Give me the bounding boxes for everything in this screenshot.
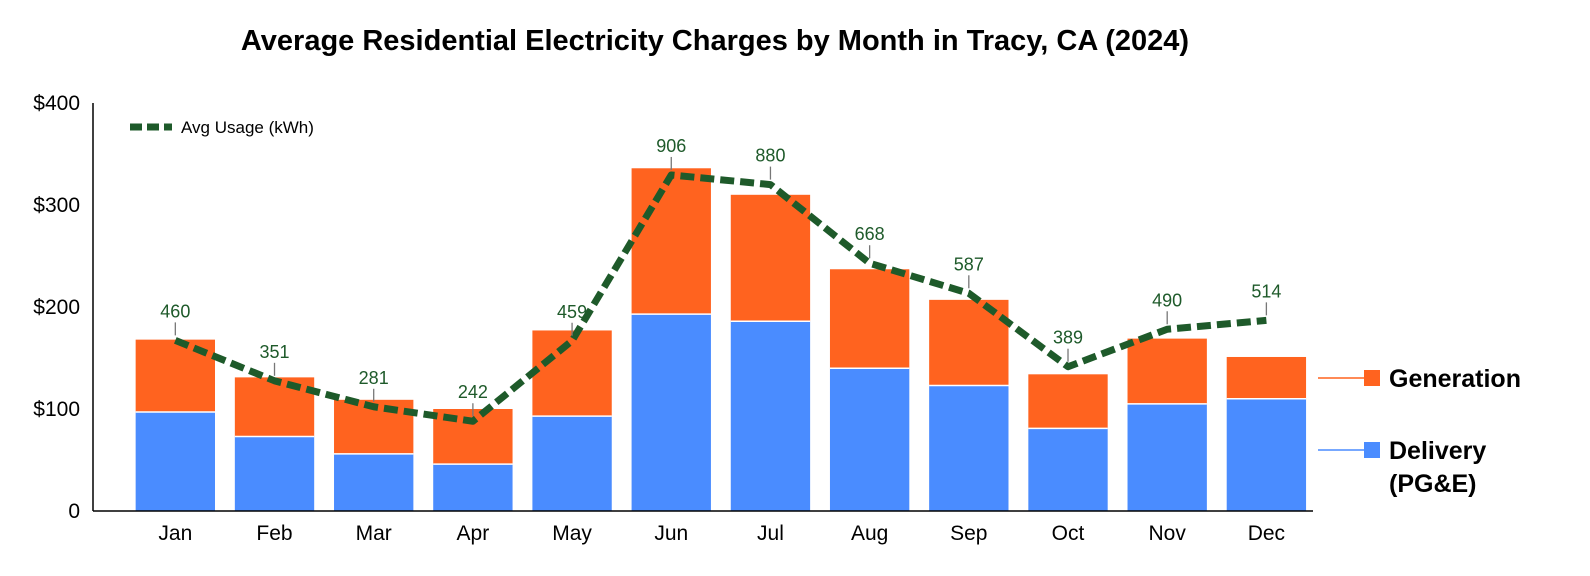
usage-data-label: 351 xyxy=(259,342,289,362)
usage-data-label: 906 xyxy=(656,136,686,156)
x-tick-label: Jul xyxy=(757,522,784,545)
x-tick-label: Feb xyxy=(256,522,292,545)
x-tick-label: Mar xyxy=(356,522,392,545)
bar-delivery xyxy=(929,385,1009,511)
bar-generation xyxy=(929,299,1009,386)
y-axis-ticks: 0 $100 $200 $300 $400 xyxy=(33,92,80,523)
usage-data-label: 587 xyxy=(954,254,984,274)
legend-series: Generation Delivery (PG&E) xyxy=(1318,365,1521,498)
x-tick-label: May xyxy=(552,522,592,545)
bar-delivery xyxy=(829,368,910,511)
chart-title: Average Residential Electricity Charges … xyxy=(241,25,1189,57)
bar-generation xyxy=(1127,338,1207,404)
bar-delivery xyxy=(135,412,215,511)
legend-usage: Avg Usage (kWh) xyxy=(130,118,314,137)
usage-data-label: 668 xyxy=(855,224,885,244)
legend-label-line: Generation xyxy=(1389,365,1521,393)
y-tick-label: $300 xyxy=(33,194,80,217)
bar-generation xyxy=(631,168,711,315)
bar-generation xyxy=(829,269,910,369)
legend-series-label: Delivery (PG&E) xyxy=(1389,437,1486,498)
x-tick-label: Apr xyxy=(457,522,490,545)
usage-data-label: 880 xyxy=(755,146,785,166)
usage-data-label: 459 xyxy=(557,302,587,322)
usage-data-label: 389 xyxy=(1053,328,1083,348)
usage-data-label: 281 xyxy=(359,368,389,388)
x-tick-label: Oct xyxy=(1052,522,1085,545)
bar-generation xyxy=(1226,356,1307,399)
bar-generation xyxy=(1028,374,1108,429)
bar-generation xyxy=(234,377,315,437)
usage-line xyxy=(174,171,1267,425)
usage-data-label: 460 xyxy=(160,301,190,321)
bar-generation xyxy=(532,330,612,417)
x-tick-label: Dec xyxy=(1248,522,1285,545)
legend-label-line: (PG&E) xyxy=(1389,470,1477,498)
bar-delivery xyxy=(1028,428,1108,511)
legend-swatch xyxy=(1364,442,1380,458)
bar-delivery xyxy=(532,416,612,511)
x-tick-label: Jan xyxy=(158,522,192,545)
bar-delivery xyxy=(1127,403,1207,511)
x-tick-label: Nov xyxy=(1149,522,1187,545)
bar-generation xyxy=(730,194,811,322)
legend-usage-label: Avg Usage (kWh) xyxy=(181,118,314,137)
legend-series-label: Generation xyxy=(1389,365,1521,393)
legend-label-line: Delivery xyxy=(1389,437,1486,465)
usage-data-label: 490 xyxy=(1152,290,1182,310)
x-tick-label: Jun xyxy=(654,522,688,545)
bar-delivery xyxy=(730,321,811,511)
bar-delivery xyxy=(433,464,513,511)
x-tick-label: Aug xyxy=(851,522,888,545)
y-tick-label: 0 xyxy=(68,500,80,523)
usage-line-path xyxy=(174,171,1267,425)
x-tick-label: Sep xyxy=(950,522,987,545)
usage-data-label: 514 xyxy=(1251,281,1281,301)
legend-swatch xyxy=(1364,370,1380,386)
bar-delivery xyxy=(1226,398,1307,511)
bar-delivery xyxy=(334,453,414,511)
y-tick-label: $400 xyxy=(33,92,80,115)
usage-data-label: 242 xyxy=(458,382,488,402)
y-tick-label: $200 xyxy=(33,296,80,319)
y-tick-label: $100 xyxy=(33,398,80,421)
usage-labels: 460 351 281 242 459 906 880 668 587 389 490 514 xyxy=(160,136,1281,417)
x-axis-ticks: Jan Feb Mar Apr May Jun Jul Aug Sep Oct Nov Dec xyxy=(158,522,1285,545)
bar-delivery xyxy=(234,436,315,511)
bar-delivery xyxy=(631,314,711,511)
